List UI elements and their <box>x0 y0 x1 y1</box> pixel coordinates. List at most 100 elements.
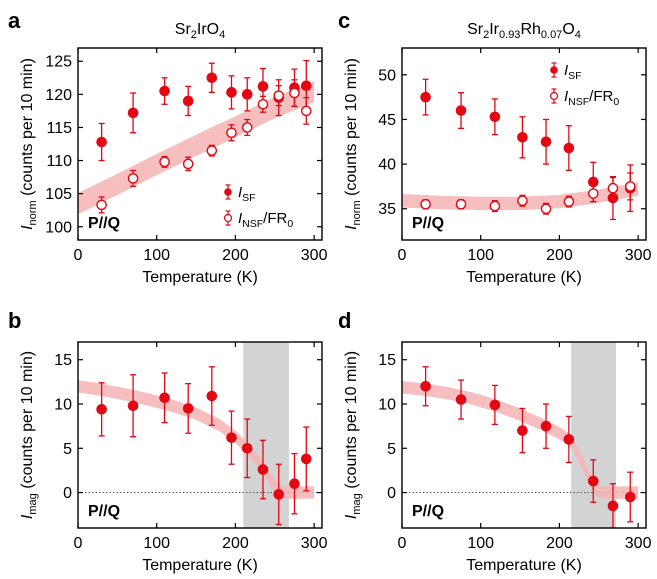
legend: ISF INSF/FR0 <box>223 184 293 230</box>
series-open <box>420 172 636 215</box>
legend-label: ISF <box>238 184 256 204</box>
data-point-open <box>607 182 619 194</box>
data-point-open <box>182 158 194 170</box>
x-tick-label: 200 <box>546 535 573 552</box>
panel-c: 0 100 200 300 35 40 45 50 Temperature (K) Inorm (… <box>338 8 652 286</box>
data-point <box>96 404 107 415</box>
data-point-open <box>489 200 501 212</box>
x-tick-label: 200 <box>546 247 573 264</box>
data-point-open <box>420 198 431 210</box>
legend-marker-open <box>223 213 233 223</box>
data-point <box>241 442 253 454</box>
x-tick-label: 200 <box>222 535 249 552</box>
x-axis-label: Temperature (K) <box>142 557 258 574</box>
data-point <box>489 111 501 123</box>
series-open <box>96 79 312 214</box>
data-point <box>127 107 139 119</box>
legend-marker-filled <box>550 66 558 74</box>
y-tick-label: 0 <box>63 485 72 502</box>
data-point <box>182 403 194 414</box>
data-point <box>540 420 552 432</box>
data-point <box>96 136 107 148</box>
data-point <box>489 399 501 411</box>
panel-letter: c <box>338 8 350 33</box>
x-tick-label: 300 <box>301 247 328 264</box>
data-point-open <box>563 196 575 207</box>
data-point-open <box>300 105 312 117</box>
x-tick-label: 300 <box>625 535 652 552</box>
x-tick-label: 100 <box>467 247 494 264</box>
x-axis-label: Temperature (K) <box>466 557 582 574</box>
data-point <box>289 478 300 490</box>
plot-area <box>402 78 639 221</box>
x-tick-label: 0 <box>398 247 407 264</box>
panel-a: 0 100 200 300100105110115120125Temperature … <box>8 8 328 286</box>
plot-area <box>78 59 315 215</box>
data-point <box>300 453 312 465</box>
y-tick-label: 10 <box>378 397 396 414</box>
transition-shade <box>243 342 289 528</box>
data-point <box>455 394 467 405</box>
data-point <box>540 136 552 148</box>
data-point <box>182 95 194 107</box>
plot-area <box>78 342 322 528</box>
panel-letter: b <box>8 308 21 333</box>
x-tick-label: 300 <box>301 535 328 552</box>
legend-label: INSF/FR0 <box>564 88 619 108</box>
axes-frame <box>77 47 323 241</box>
legend-label: INSF/FR0 <box>238 210 293 230</box>
axes-frame <box>77 341 323 529</box>
series-filled <box>420 366 636 528</box>
data-point <box>226 87 237 98</box>
axes-frame <box>401 341 647 529</box>
y-tick-label: 40 <box>378 157 396 174</box>
x-tick-label: 300 <box>625 247 652 264</box>
data-point <box>624 491 636 503</box>
data-point <box>257 81 269 92</box>
panel-letter: d <box>338 308 351 333</box>
panel-title: Sr2IrO4 <box>175 21 225 41</box>
x-tick-label: 200 <box>222 247 249 264</box>
y-tick-label: 15 <box>378 352 396 369</box>
y-axis-label: Inorm (counts per 10 min) <box>343 58 363 230</box>
x-tick-label: 100 <box>143 247 170 264</box>
x-tick-label: 100 <box>143 535 170 552</box>
data-point <box>517 132 528 143</box>
data-point-open <box>127 173 139 184</box>
y-tick-label: 50 <box>378 67 396 84</box>
data-point-open <box>241 122 253 133</box>
x-axis-label: Temperature (K) <box>466 269 582 286</box>
data-point <box>563 434 575 445</box>
x-tick-label: 0 <box>398 535 407 552</box>
data-point-open <box>257 98 269 110</box>
data-point <box>420 380 431 392</box>
y-tick-label: 15 <box>54 352 72 369</box>
data-point <box>127 400 139 412</box>
data-point <box>226 432 237 443</box>
legend-label: ISF <box>564 62 582 82</box>
panel-letter: a <box>8 8 21 33</box>
y-axis-label: Imag (counts per 10 min) <box>19 351 39 519</box>
data-point <box>206 72 218 84</box>
data-point <box>159 392 170 404</box>
legend-marker-filled <box>224 188 232 196</box>
y-tick-label: 120 <box>45 87 72 104</box>
data-point <box>241 89 253 100</box>
data-point-open <box>540 203 552 215</box>
legend: ISF INSF/FR0 <box>549 62 619 108</box>
data-point <box>300 80 312 92</box>
y-tick-label: 100 <box>45 219 72 236</box>
y-axis-label: Imag (counts per 10 min) <box>343 351 363 519</box>
y-tick-label: 35 <box>378 201 396 218</box>
data-point <box>159 85 170 97</box>
data-point-open <box>226 127 237 139</box>
y-axis-label: Inorm (counts per 10 min) <box>19 58 39 230</box>
panel-b: 0 100 200 300 0 5 10 15 Temperature (K) Imag (cou… <box>8 308 328 574</box>
data-point <box>607 500 619 512</box>
data-point-open <box>273 90 285 101</box>
data-point <box>420 91 431 103</box>
legend-marker-open <box>549 91 559 101</box>
x-tick-label: 0 <box>74 535 83 552</box>
data-point-open <box>96 199 107 211</box>
y-tick-label: 10 <box>54 397 72 414</box>
